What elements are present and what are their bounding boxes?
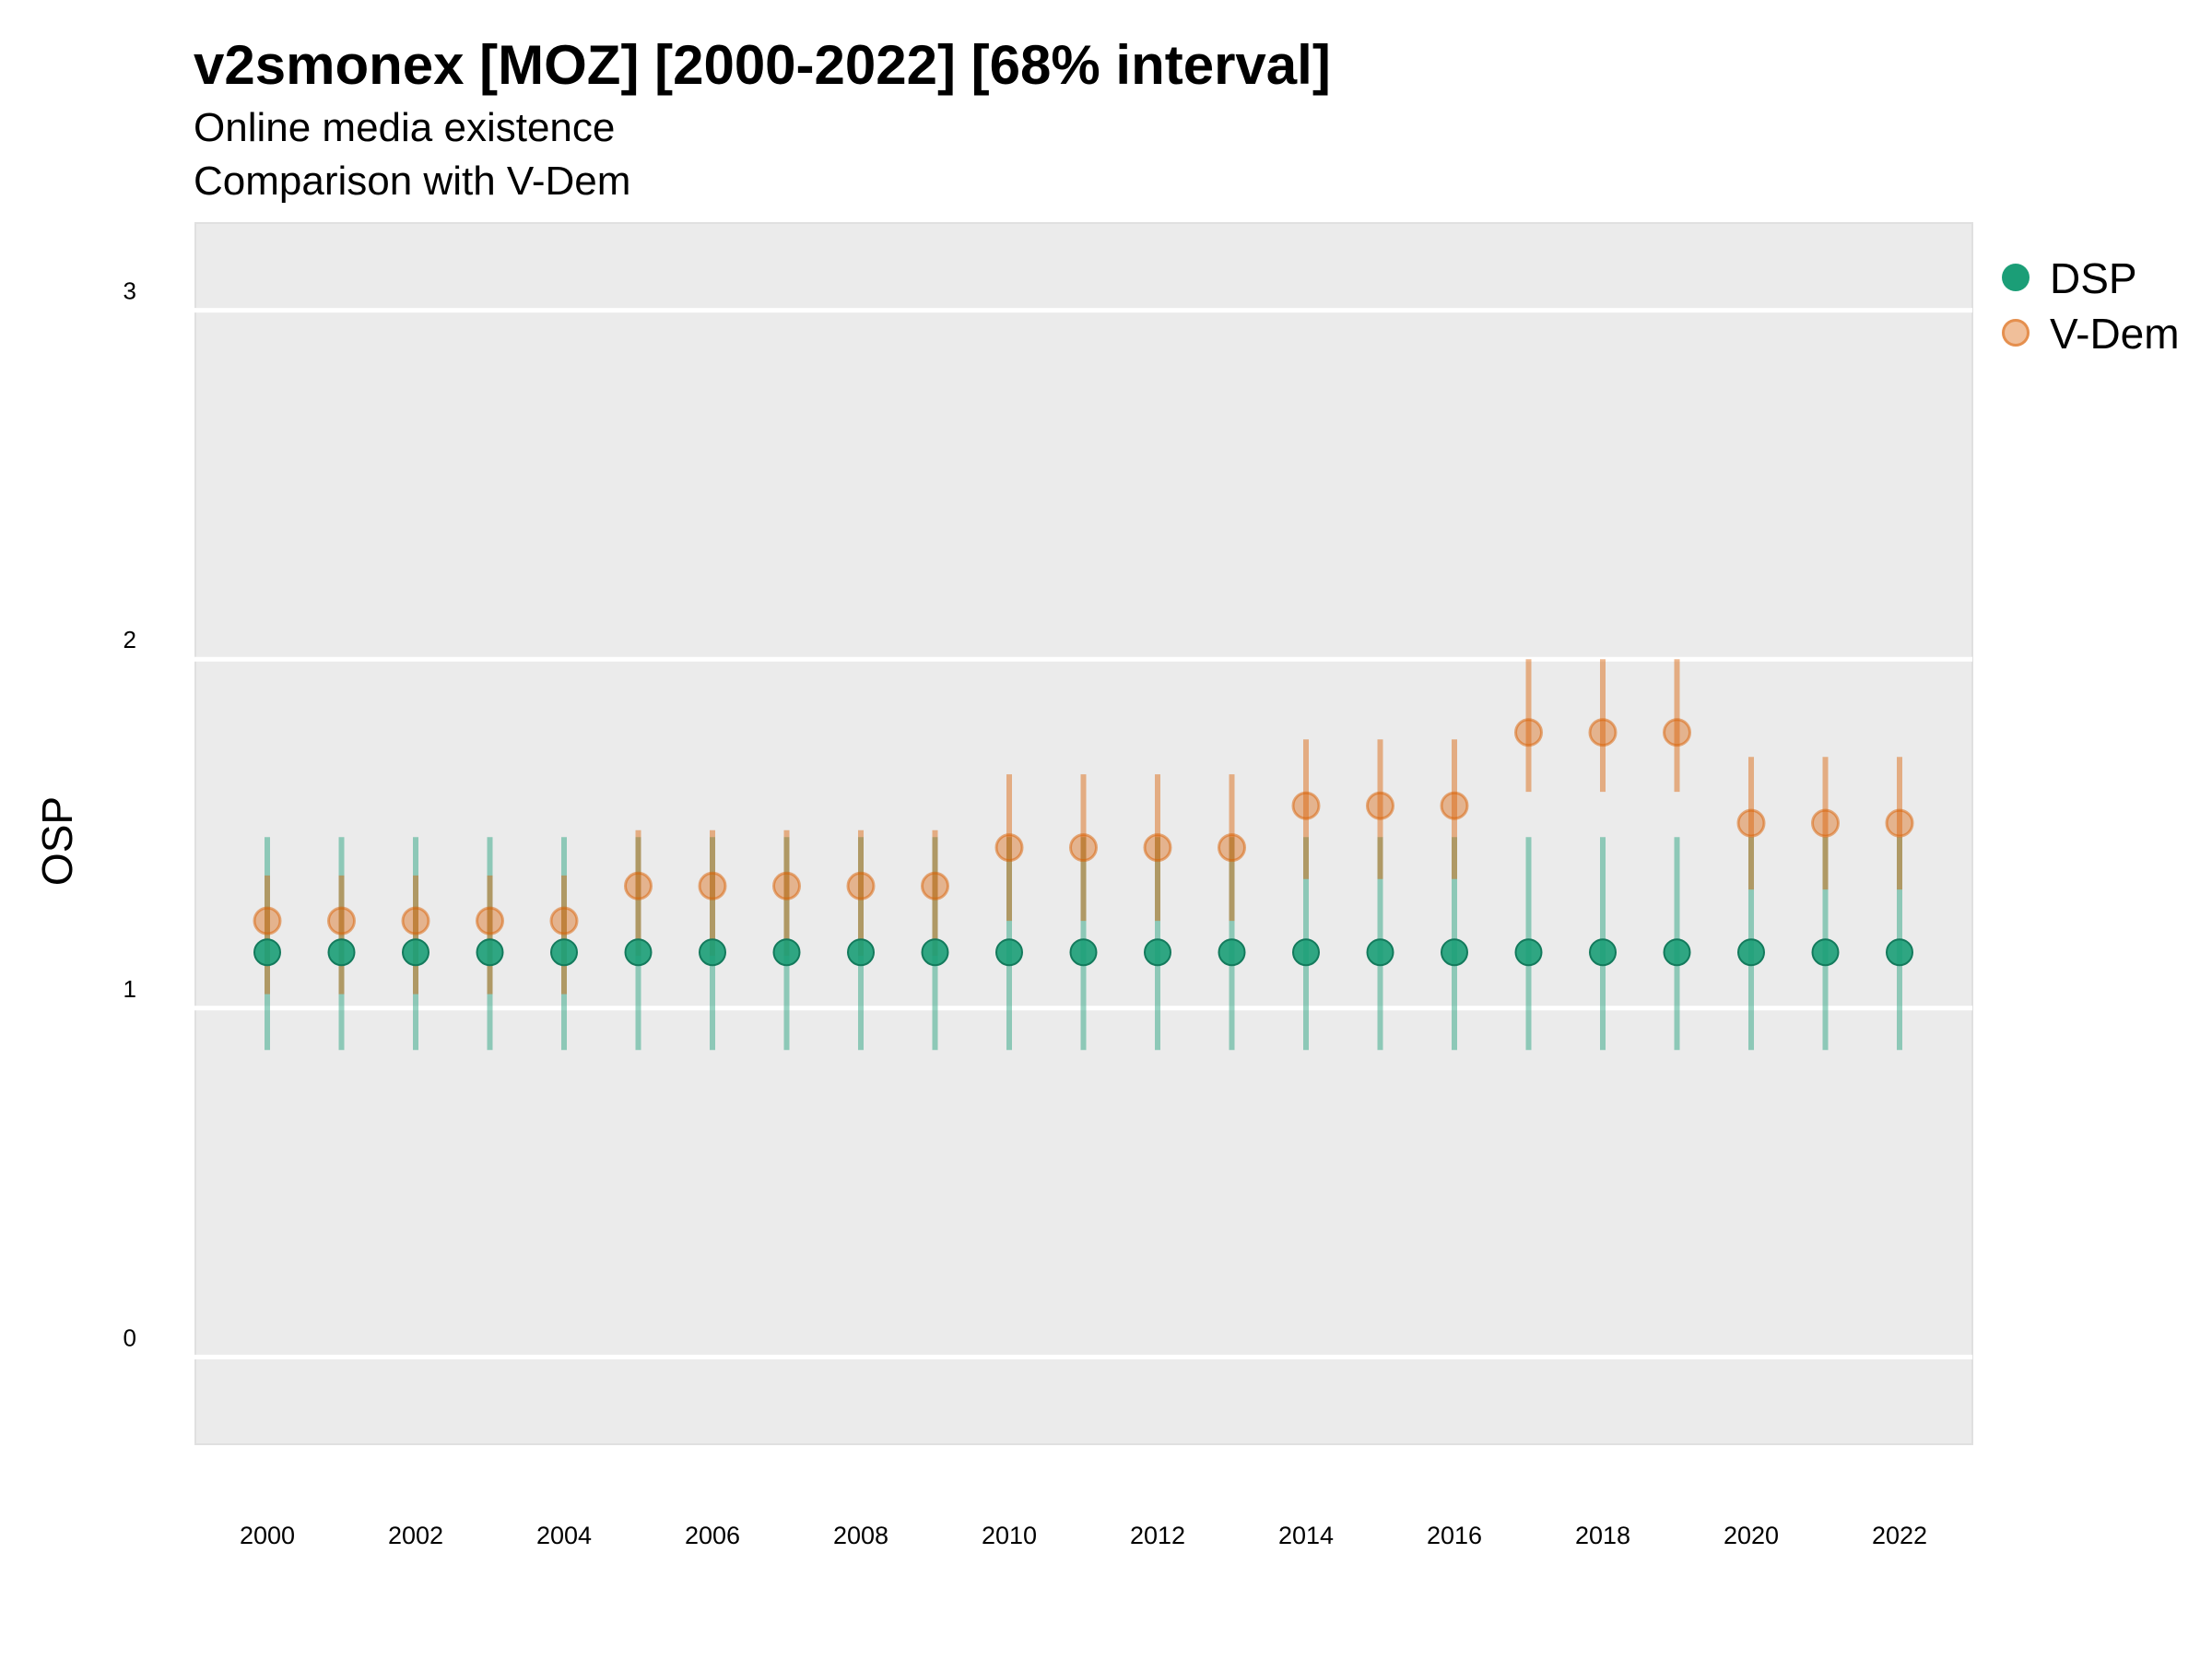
point-dsp: [1811, 938, 1840, 967]
point-vdem: [994, 833, 1024, 863]
point-vdem: [772, 871, 801, 900]
point-dsp: [327, 938, 356, 967]
point-dsp: [476, 938, 504, 967]
point-dsp: [1589, 938, 1617, 967]
point-vdem: [549, 906, 579, 935]
chart-title: v2smonex [MOZ] [2000-2022] [68% interval…: [194, 34, 1331, 96]
x-tick-label: 2016: [1427, 1522, 1482, 1549]
y-axis-label: OSP: [33, 796, 81, 886]
y-tick-label: 3: [124, 277, 136, 305]
point-dsp: [1069, 938, 1098, 967]
point-vdem: [1143, 833, 1172, 863]
point-vdem: [846, 871, 876, 900]
legend-marker-dsp: [2002, 264, 2030, 291]
point-vdem: [1291, 791, 1321, 820]
point-dsp: [624, 938, 653, 967]
y-tick-label: 0: [124, 1324, 136, 1351]
point-vdem: [1811, 808, 1840, 838]
x-tick-label: 2010: [982, 1522, 1037, 1549]
point-dsp: [402, 938, 429, 967]
point-vdem: [1440, 791, 1469, 820]
point-dsp: [1663, 938, 1691, 967]
point-vdem: [476, 906, 504, 935]
x-tick-label: 2014: [1278, 1522, 1334, 1549]
x-tick-label: 2004: [536, 1522, 592, 1549]
x-tick-label: 2006: [685, 1522, 740, 1549]
point-vdem: [921, 871, 949, 900]
x-tick-label: 2018: [1575, 1522, 1630, 1549]
y-tick-label: 1: [124, 975, 136, 1003]
point-dsp: [921, 938, 949, 967]
point-vdem: [253, 906, 282, 935]
x-tick-label: 2022: [1872, 1522, 1927, 1549]
point-vdem: [1218, 833, 1246, 863]
point-vdem: [1069, 833, 1098, 863]
x-tick-label: 2002: [388, 1522, 443, 1549]
point-vdem: [1588, 718, 1618, 747]
point-dsp: [253, 938, 281, 967]
point-dsp: [1514, 938, 1543, 967]
point-dsp: [772, 938, 801, 967]
point-vdem: [1885, 808, 1914, 838]
point-dsp: [995, 938, 1023, 967]
legend-label-dsp: DSP: [2050, 254, 2137, 302]
chart-subtitle-comparison: Comparison with V-Dem: [194, 159, 631, 204]
point-vdem: [1663, 718, 1691, 747]
point-dsp: [1292, 938, 1320, 967]
chart-subtitle: Online media existence: [194, 105, 616, 150]
point-dsp: [699, 938, 726, 967]
point-dsp: [1737, 938, 1765, 967]
point-dsp: [1441, 938, 1468, 967]
y-tick-label: 2: [124, 626, 136, 653]
point-vdem: [401, 906, 430, 935]
point-vdem: [624, 871, 653, 900]
point-vdem: [1366, 791, 1394, 820]
plot-panel: [194, 222, 1973, 1445]
x-tick-label: 2020: [1724, 1522, 1779, 1549]
legend-label-vdem: V-Dem: [2050, 310, 2180, 358]
point-dsp: [1886, 938, 1913, 967]
x-tick-label: 2012: [1130, 1522, 1185, 1549]
point-dsp: [1366, 938, 1394, 967]
point-vdem: [1514, 718, 1543, 747]
point-vdem: [327, 906, 356, 935]
x-tick-label: 2000: [240, 1522, 295, 1549]
legend-marker-vdem: [2002, 319, 2030, 347]
point-vdem: [698, 871, 727, 900]
point-dsp: [847, 938, 875, 967]
point-dsp: [1218, 938, 1246, 967]
point-dsp: [1144, 938, 1171, 967]
x-tick-label: 2008: [833, 1522, 888, 1549]
point-vdem: [1736, 808, 1766, 838]
point-dsp: [550, 938, 578, 967]
